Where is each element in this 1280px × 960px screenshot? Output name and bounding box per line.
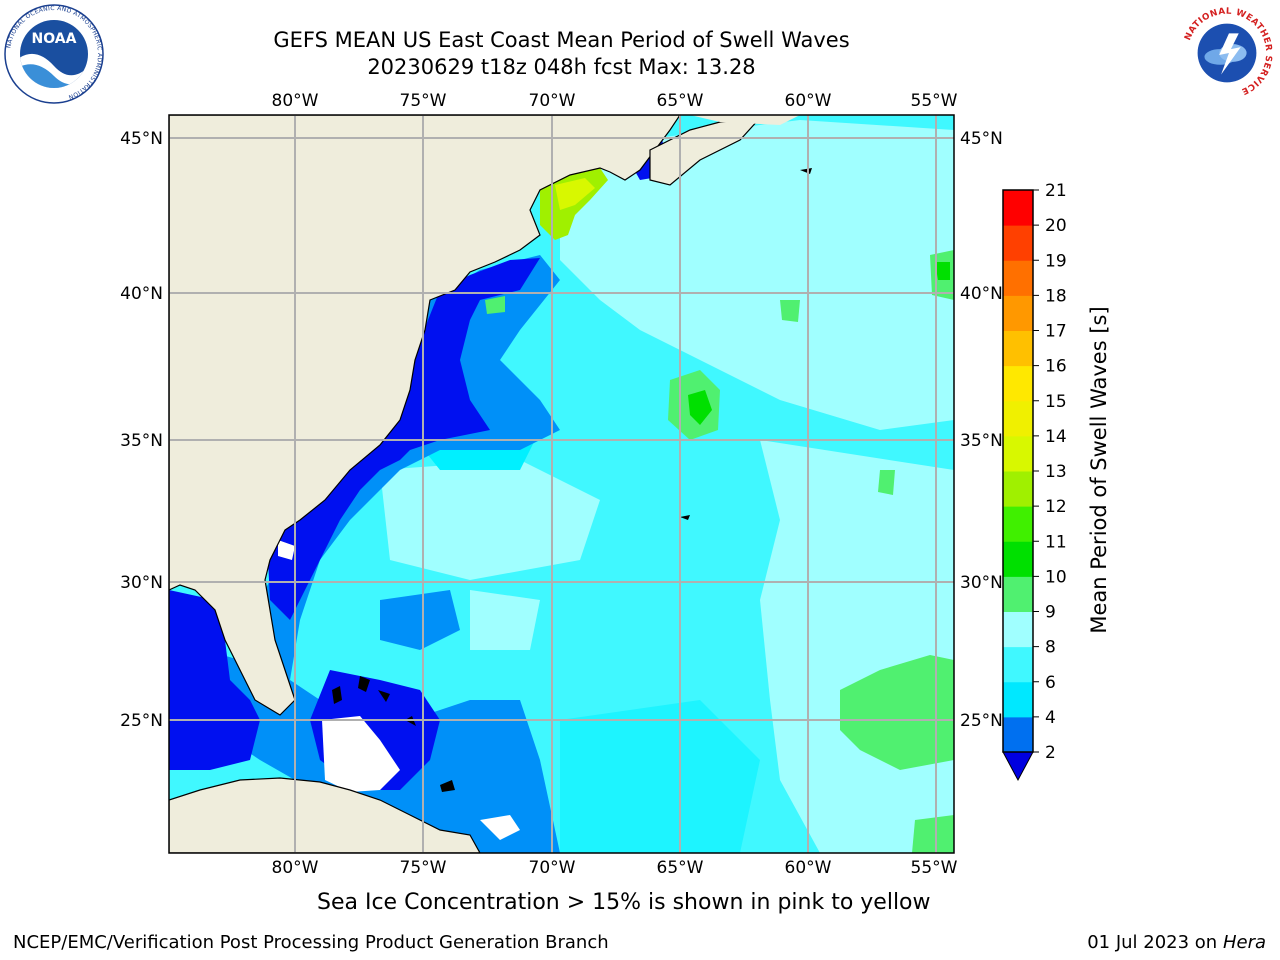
lon-label: 55°W — [911, 91, 958, 111]
lat-label: 30°N — [960, 573, 1003, 593]
colorbar-tick-label: 10 — [1045, 567, 1067, 587]
colorbar-tick-label: 17 — [1045, 322, 1067, 342]
land-cuba — [169, 777, 481, 853]
colorbar-segment — [1003, 541, 1033, 577]
colorbar-tick-label: 21 — [1045, 181, 1067, 201]
lon-label: 60°W — [785, 858, 832, 878]
lon-label: 70°W — [529, 91, 576, 111]
map-panel — [169, 115, 954, 853]
lat-label: 35°N — [120, 431, 163, 451]
lon-label: 75°W — [400, 858, 447, 878]
graticule — [169, 115, 954, 853]
footer-credit: NCEP/EMC/Verification Post Processing Pr… — [13, 932, 609, 953]
lat-label: 45°N — [960, 129, 1003, 149]
map-frame — [168, 114, 955, 854]
footer-date: 01 Jul 2023 on Hera — [1087, 932, 1266, 953]
colorbar-segment — [1003, 611, 1033, 648]
colorbar-segment — [1003, 225, 1033, 261]
colorbar-tick-label: 4 — [1045, 708, 1056, 728]
lat-label: 25°N — [960, 711, 1003, 731]
colorbar: 2 4 6 8 9 10 11 12 13 14 15 16 17 18 19 20 21 — [1002, 181, 1067, 782]
colorbar-tick-label: 20 — [1045, 216, 1067, 236]
colorbar-segment — [1003, 646, 1033, 683]
land-us-east-coast — [169, 115, 681, 716]
lat-label: 35°N — [960, 431, 1003, 451]
swell-band-13-14s — [555, 178, 595, 210]
colorbar-segment — [1003, 576, 1033, 612]
colorbar-segment — [1003, 295, 1033, 331]
land-gulf-st-lawrence — [690, 115, 800, 125]
lon-label: 75°W — [400, 91, 447, 111]
lon-label: 60°W — [785, 91, 832, 111]
swell-core-10-11s — [688, 390, 712, 425]
colorbar-tick-label: 6 — [1045, 673, 1056, 693]
lat-labels-right: 45°N 40°N 35°N 30°N 25°N — [960, 129, 1003, 731]
lat-label: 40°N — [960, 284, 1003, 304]
colorbar-tick-label: 12 — [1045, 497, 1067, 517]
colorbar-tick-label: 18 — [1045, 286, 1067, 306]
colorbar-tick-label: 13 — [1045, 462, 1067, 482]
lat-label: 40°N — [120, 284, 163, 304]
colorbar-segment — [1003, 471, 1033, 507]
nws-logo: NATIONAL WEATHER SERVICE — [1179, 5, 1275, 101]
lon-labels-top: 80°W 75°W 70°W 65°W 60°W 55°W — [272, 91, 958, 111]
noaa-logo-text: NOAA — [32, 31, 77, 47]
lon-label: 65°W — [657, 858, 704, 878]
colorbar-tick-label: 2 — [1045, 743, 1056, 763]
colorbar-tick-label: 14 — [1045, 427, 1067, 447]
lat-labels-left: 45°N 40°N 35°N 30°N 25°N — [120, 129, 163, 731]
sea-ice-note: Sea Ice Concentration > 15% is shown in … — [317, 890, 931, 915]
colorbar-segment — [1003, 716, 1033, 753]
footer-host: Hera — [1222, 932, 1266, 953]
colorbar-extend-arrow — [1002, 751, 1034, 782]
colorbar-segment — [1003, 506, 1033, 542]
colorbar-segment — [1003, 190, 1033, 226]
lon-labels-bottom: 80°W 75°W 70°W 65°W 60°W 55°W — [272, 858, 958, 878]
colorbar-segment — [1003, 435, 1033, 472]
colorbar-tick-label: 15 — [1045, 392, 1067, 412]
colorbar-segment — [1003, 681, 1033, 718]
colorbar-tick-label: 19 — [1045, 251, 1067, 271]
colorbar-tick-label: 11 — [1045, 532, 1067, 552]
colorbar-label: Mean Period of Swell Waves [s] — [1087, 306, 1111, 633]
colorbar-tick-label: 8 — [1045, 638, 1056, 658]
colorbar-tick-label: 9 — [1045, 603, 1056, 623]
lat-label: 30°N — [120, 573, 163, 593]
lat-label: 45°N — [120, 129, 163, 149]
lon-label: 70°W — [529, 858, 576, 878]
land-nova-scotia — [649, 117, 762, 186]
map-figure: 80°W 75°W 70°W 65°W 60°W 55°W 80°W 75°W … — [120, 91, 1111, 878]
colorbar-segment — [1003, 400, 1033, 437]
lon-label: 80°W — [272, 858, 319, 878]
forecast-subtitle: 20230629 t18z 048h fcst Max: 13.28 — [367, 55, 756, 79]
lon-label: 55°W — [911, 858, 958, 878]
swell-core-10-11s-east — [935, 262, 950, 280]
footer-date-text: 01 Jul 2023 on — [1087, 932, 1223, 953]
chart-title: GEFS MEAN US East Coast Mean Period of S… — [273, 28, 850, 52]
colorbar-tick-label: 16 — [1045, 357, 1067, 377]
lon-label: 80°W — [272, 91, 319, 111]
colorbar-segment — [1003, 365, 1033, 402]
lat-label: 25°N — [120, 711, 163, 731]
colorbar-segment — [1003, 330, 1033, 367]
noaa-logo: NATIONAL OCEANIC AND ATMOSPHERIC ADMINIS… — [4, 4, 104, 104]
colorbar-segment — [1003, 260, 1033, 296]
lon-label: 65°W — [657, 91, 704, 111]
masked-areas — [278, 540, 520, 840]
